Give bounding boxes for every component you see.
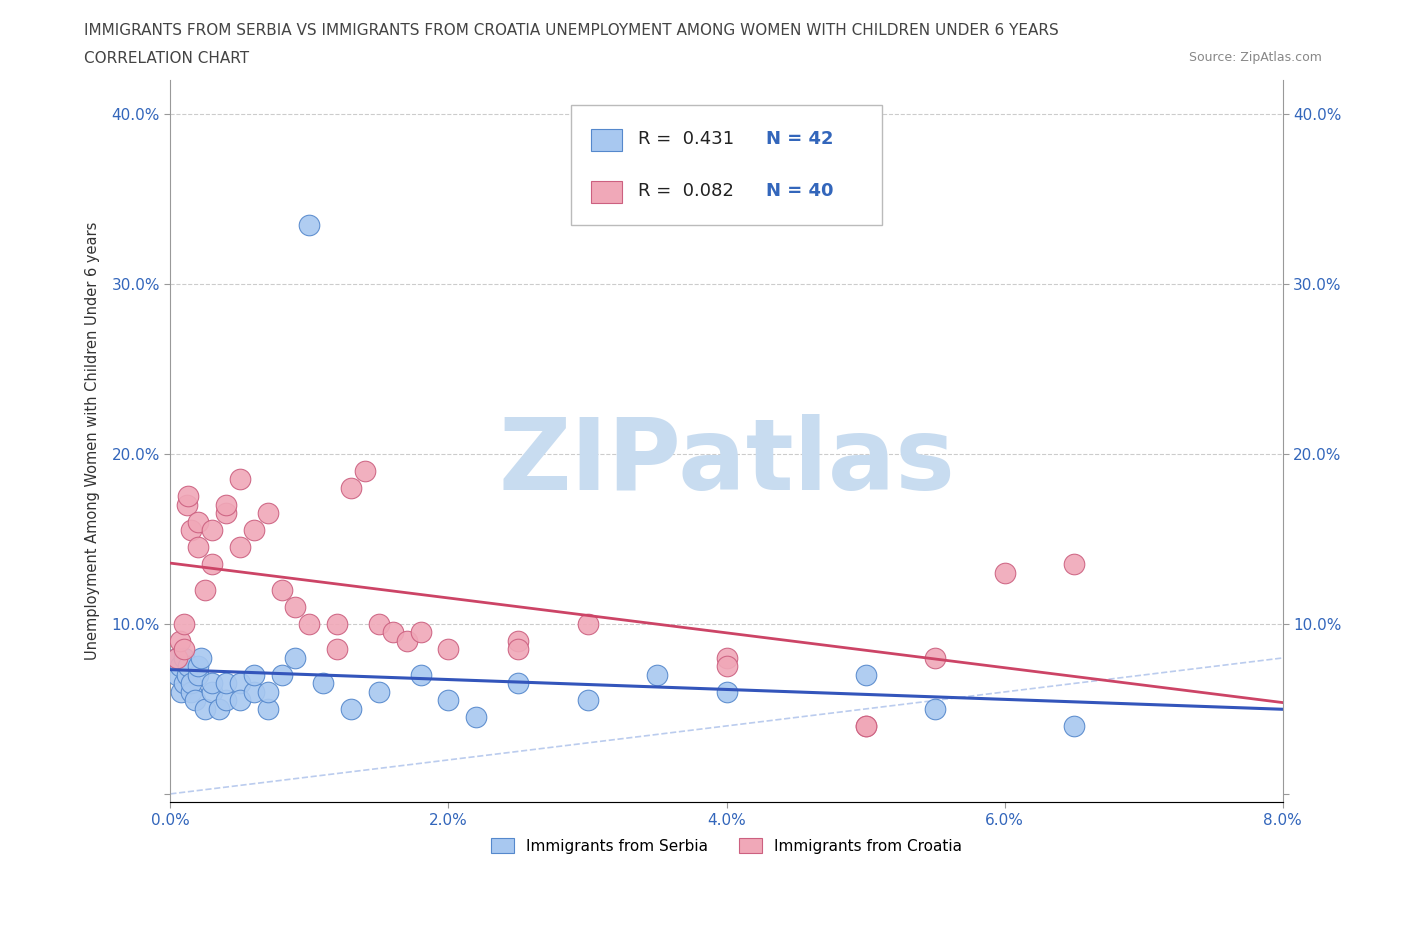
Point xyxy=(395,633,418,648)
Point xyxy=(229,540,252,555)
Point xyxy=(170,684,193,699)
Point xyxy=(180,676,202,691)
Point xyxy=(368,617,391,631)
Point xyxy=(284,650,307,665)
Text: N = 40: N = 40 xyxy=(765,182,832,200)
Point xyxy=(194,701,217,716)
Point xyxy=(326,617,349,631)
Point xyxy=(506,642,529,657)
Point xyxy=(409,668,432,683)
Point xyxy=(340,701,363,716)
Point xyxy=(256,701,278,716)
Point xyxy=(506,676,529,691)
Point xyxy=(184,693,207,708)
Point xyxy=(173,617,195,631)
Point xyxy=(354,463,377,478)
Text: N = 42: N = 42 xyxy=(765,130,832,148)
Point xyxy=(437,693,460,708)
Point xyxy=(180,684,202,699)
Point xyxy=(187,514,209,529)
Point xyxy=(326,642,349,657)
Point xyxy=(173,676,195,691)
Point xyxy=(176,498,198,512)
Point xyxy=(270,582,292,597)
FancyBboxPatch shape xyxy=(591,128,621,151)
Y-axis label: Unemployment Among Women with Children Under 6 years: Unemployment Among Women with Children U… xyxy=(86,222,100,660)
Point xyxy=(229,676,252,691)
Point xyxy=(229,472,252,487)
Point xyxy=(256,684,278,699)
Point xyxy=(409,625,432,640)
Point xyxy=(173,650,195,665)
Point xyxy=(716,659,738,674)
Point xyxy=(201,557,224,572)
Point xyxy=(256,506,278,521)
Point xyxy=(242,523,264,538)
Text: R =  0.082: R = 0.082 xyxy=(637,182,734,200)
Point xyxy=(298,217,321,232)
Point xyxy=(1063,557,1085,572)
Point xyxy=(368,684,391,699)
Point xyxy=(208,701,231,716)
Point xyxy=(506,633,529,648)
Point xyxy=(242,684,264,699)
Legend: Immigrants from Serbia, Immigrants from Croatia: Immigrants from Serbia, Immigrants from … xyxy=(485,831,969,859)
Text: CORRELATION CHART: CORRELATION CHART xyxy=(84,51,249,66)
Point xyxy=(381,625,404,640)
Text: Source: ZipAtlas.com: Source: ZipAtlas.com xyxy=(1188,51,1322,64)
Point xyxy=(166,668,188,683)
Point xyxy=(215,498,238,512)
Point xyxy=(645,668,668,683)
Point xyxy=(215,693,238,708)
Text: ZIPatlas: ZIPatlas xyxy=(498,415,955,512)
Point xyxy=(924,650,946,665)
Point xyxy=(298,617,321,631)
Point xyxy=(576,617,599,631)
Point xyxy=(177,489,200,504)
Point xyxy=(716,684,738,699)
Point xyxy=(187,540,209,555)
Point xyxy=(465,710,488,724)
Point xyxy=(201,684,224,699)
Point xyxy=(855,668,877,683)
Point xyxy=(437,642,460,657)
Point xyxy=(187,659,209,674)
Point xyxy=(924,701,946,716)
Point xyxy=(177,659,200,674)
Point xyxy=(180,523,202,538)
Point xyxy=(994,565,1017,580)
Point xyxy=(187,668,209,683)
FancyBboxPatch shape xyxy=(591,181,621,204)
Point xyxy=(340,481,363,496)
Point xyxy=(242,668,264,683)
Point xyxy=(284,600,307,615)
Point xyxy=(176,668,198,683)
Point xyxy=(855,719,877,734)
Point xyxy=(169,633,191,648)
Point xyxy=(194,582,217,597)
Point xyxy=(166,650,188,665)
Point xyxy=(190,650,212,665)
Point xyxy=(201,523,224,538)
Point xyxy=(716,650,738,665)
Point xyxy=(201,676,224,691)
Point xyxy=(169,659,191,674)
Point xyxy=(1063,719,1085,734)
Point xyxy=(166,650,188,665)
FancyBboxPatch shape xyxy=(571,105,883,224)
Point xyxy=(173,642,195,657)
Point xyxy=(270,668,292,683)
Point xyxy=(855,719,877,734)
Text: R =  0.431: R = 0.431 xyxy=(637,130,734,148)
Point xyxy=(215,676,238,691)
Point xyxy=(576,693,599,708)
Point xyxy=(229,693,252,708)
Text: IMMIGRANTS FROM SERBIA VS IMMIGRANTS FROM CROATIA UNEMPLOYMENT AMONG WOMEN WITH : IMMIGRANTS FROM SERBIA VS IMMIGRANTS FRO… xyxy=(84,23,1059,38)
Point xyxy=(312,676,335,691)
Point xyxy=(215,506,238,521)
